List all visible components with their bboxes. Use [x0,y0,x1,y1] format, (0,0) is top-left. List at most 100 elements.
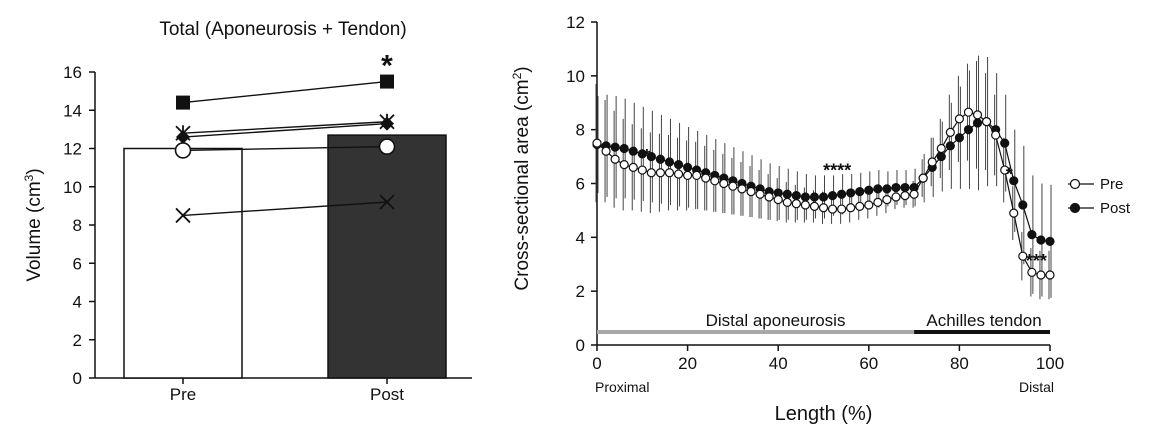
data-point-pre [972,110,983,120]
y-tick-label: 4 [576,228,585,247]
data-point-pre [755,189,765,199]
data-point-post [619,143,629,154]
subject-line [182,80,388,104]
data-point-pre [610,154,620,164]
data-point-pre [637,165,647,175]
data-point-post [900,182,910,193]
data-point-pre [891,192,901,202]
volume-bar-chart: Total (Aponeurosis + Tendon) Volume (cm3… [22,19,472,404]
data-point-pre [918,173,928,183]
y-tick-label: 10 [63,178,82,197]
data-point-pre [900,191,910,201]
subject-line [182,121,388,134]
data-point-post [818,192,829,202]
significance-annotation: * [1006,165,1013,185]
data-point-post [945,141,955,151]
legend-marker [1069,178,1081,190]
data-point-pre [764,192,774,202]
data-point-pre [837,204,847,214]
tick-labels: 0 2 4 6 8 10 12 14 16 Pre Post [63,63,404,404]
data-point-pre [710,176,720,186]
data-point-post [610,142,620,152]
y-tick-label: 0 [576,336,585,355]
data-point-post [682,162,693,172]
data-point-post [882,184,892,194]
data-point-pre [945,127,955,137]
proximal-label: Proximal [595,379,649,395]
x-tick-label: 40 [769,354,788,373]
data-point-post [637,149,647,159]
data-point-pre [827,204,838,214]
x-tick-label: Post [370,385,404,404]
data-point-pre [619,160,629,170]
data-point-pre [963,107,974,117]
region-label: Distal aponeurosis [706,311,846,330]
legend-label: Pre [1100,176,1123,193]
data-point-pre [664,168,675,178]
subject-line [182,122,388,138]
csa-line-chart: Cross-sectional area (cm2) Length (%) Di… [510,13,1131,425]
data-point-pre [791,199,801,209]
y-tick-label: 10 [566,67,585,86]
data-point-post [864,185,874,195]
data-point-post [963,125,974,135]
y-tick-label: 6 [73,254,82,273]
y-tick-label: 12 [566,13,585,32]
bar-post [327,134,447,379]
data-point-pre [800,200,810,210]
region-bars: Distal aponeurosis Achilles tendon [597,311,1050,334]
data-point-post [809,192,820,202]
legend-label: Post [1100,200,1131,217]
x-tick-label: 0 [592,354,601,373]
x-tick-label: 60 [859,354,878,373]
data-point-pre [646,168,656,178]
x-marker [379,194,395,210]
x-marker [175,207,191,224]
data-point-post [800,192,810,202]
x-tick-label: 80 [950,354,969,373]
data-point-pre [592,138,602,148]
bar-pre [123,147,243,379]
significance-annotation: *** [1026,251,1047,271]
data-point-pre [692,170,702,181]
data-point-post [1000,138,1010,148]
data-point-post [1045,236,1055,246]
y-tick-label: 2 [576,282,585,301]
data-point-pre [746,186,756,197]
data-point-pre [655,168,666,178]
data-point-post [1027,230,1037,240]
y-tick-label: 12 [63,140,82,159]
data-point-pre [1045,270,1055,280]
x-tick-label: 100 [1036,354,1064,373]
diamond-marker [176,130,190,145]
circle-marker [174,142,192,159]
data-point-pre [682,170,693,181]
data-point-pre [1009,208,1019,218]
data-point-pre [991,130,1001,140]
data-point-pre [882,195,892,205]
data-point-pre [628,162,638,172]
data-point-post [891,182,901,193]
y-tick-label: 0 [73,369,82,388]
data-point-post [954,133,965,143]
data-point-pre [737,184,747,194]
data-point-pre [936,143,946,154]
chart-title: Total (Aponeurosis + Tendon) [159,19,406,40]
data-point-post [791,191,801,201]
data-point-post [673,160,684,170]
data-point-pre [981,116,992,127]
data-point-pre [873,197,883,207]
data-point-pre [809,201,820,211]
y-tick-label: 8 [73,216,82,235]
square-marker [380,74,394,89]
square-marker [176,95,190,110]
tick-labels: 0 2 4 6 8 10 12 0 20 40 60 80 100 Proximal Distal [566,13,1064,395]
data-point-post [936,151,946,162]
data-point-post [664,157,675,167]
axes [591,21,1051,351]
data-point-pre [855,201,865,211]
individual-lines [182,80,388,217]
data-point-pre [773,195,783,205]
data-point-post [1009,176,1019,186]
